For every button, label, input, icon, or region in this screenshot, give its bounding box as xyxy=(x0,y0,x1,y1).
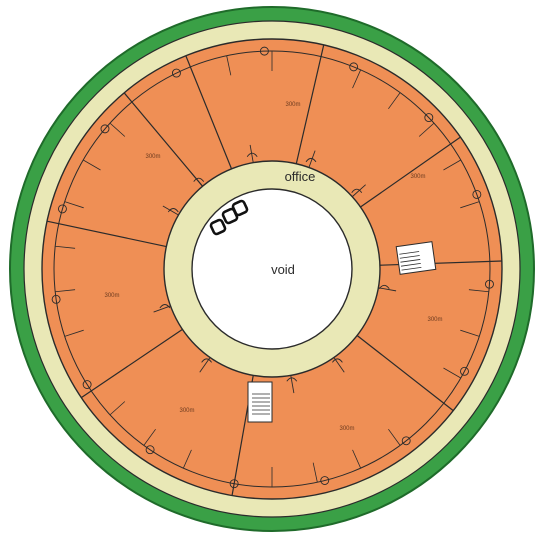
door-swing-icon xyxy=(485,279,494,289)
room-wall xyxy=(226,55,232,76)
door-swing-icon xyxy=(100,124,110,134)
room-wall xyxy=(388,428,401,446)
door-swing-icon xyxy=(201,358,212,363)
door-swing-icon xyxy=(286,377,298,382)
room-wall xyxy=(55,245,76,249)
entry-wall xyxy=(162,205,179,216)
party-wall xyxy=(123,92,204,187)
door-swing-icon xyxy=(332,358,343,363)
room-wall xyxy=(83,159,101,171)
door-swing-icon xyxy=(51,294,61,304)
door-swing-icon xyxy=(320,476,330,485)
party-wall xyxy=(46,220,167,248)
door-swing-icon xyxy=(193,177,205,182)
unit-area-label: 300m xyxy=(145,154,160,160)
room-wall xyxy=(182,449,192,469)
unit-area-label: 300m xyxy=(410,174,425,180)
door-swing-icon xyxy=(159,304,171,309)
room-wall xyxy=(418,122,435,137)
stair-east xyxy=(395,241,437,275)
lift-icon xyxy=(209,199,249,236)
door-swing-icon xyxy=(460,366,469,376)
party-wall xyxy=(360,136,461,208)
room-wall xyxy=(460,201,480,209)
door-swing-icon xyxy=(424,113,434,123)
office-label: office xyxy=(285,169,316,184)
entry-wall xyxy=(308,150,316,168)
entry-wall xyxy=(249,144,254,163)
unit-area-label: 300m xyxy=(427,317,442,323)
entry-wall xyxy=(290,375,295,394)
room-wall xyxy=(64,201,84,209)
unit-area-label: 300m xyxy=(285,102,300,108)
stair-south xyxy=(247,381,273,423)
door-swing-icon xyxy=(259,46,269,56)
entry-wall xyxy=(190,172,203,187)
door-swing-icon xyxy=(351,188,363,193)
void-label: void xyxy=(271,262,295,277)
door-swing-icon xyxy=(57,204,67,214)
doors xyxy=(51,46,494,489)
party-wall xyxy=(185,55,233,170)
door-swing-icon xyxy=(145,445,155,455)
door-swing-icon xyxy=(82,380,92,389)
void-area xyxy=(191,188,353,350)
party-wall xyxy=(295,44,325,164)
entry-wall xyxy=(199,357,211,373)
room-wall xyxy=(468,289,489,293)
room-wall xyxy=(388,92,401,110)
room-wall xyxy=(64,329,84,337)
room-wall xyxy=(443,367,461,379)
entry-wall xyxy=(333,357,345,373)
door-swing-icon xyxy=(472,189,482,199)
party-wall xyxy=(356,335,454,412)
door-swing-icon xyxy=(401,436,411,446)
room-wall xyxy=(55,289,76,293)
room-wall xyxy=(352,69,362,89)
unit-area-label: 300m xyxy=(179,408,194,414)
room-wall xyxy=(109,122,126,137)
room-wall xyxy=(109,401,126,416)
room-wall xyxy=(443,159,461,171)
door-swing-icon xyxy=(171,68,181,78)
door-swing-icon xyxy=(229,479,239,489)
unit-area-label: 300m xyxy=(104,293,119,299)
door-swing-icon xyxy=(246,152,258,158)
room-wall xyxy=(352,449,362,469)
room-wall xyxy=(312,462,318,483)
entry-wall xyxy=(351,184,366,198)
door-swing-icon xyxy=(349,62,359,72)
door-swing-icon xyxy=(167,208,179,213)
room-wall xyxy=(460,329,480,337)
party-wall xyxy=(80,328,183,399)
unit-area-label: 300m xyxy=(339,426,354,432)
room-subdivisions xyxy=(55,51,489,487)
entry-wall xyxy=(153,305,171,313)
entry-wall xyxy=(378,287,397,292)
room-wall xyxy=(143,428,156,446)
door-swing-icon xyxy=(305,157,317,163)
